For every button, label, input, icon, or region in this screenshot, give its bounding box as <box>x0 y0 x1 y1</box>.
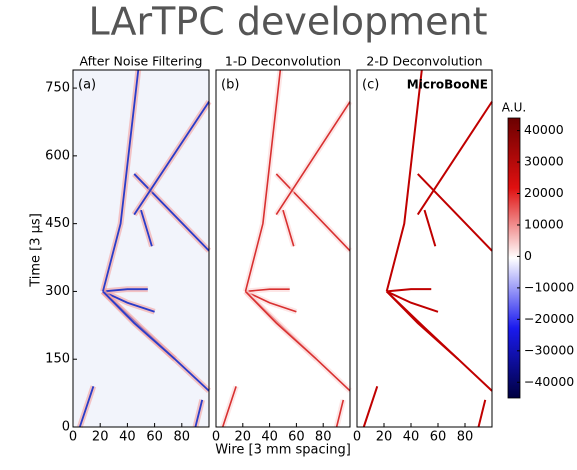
track <box>140 209 153 247</box>
panel-frame <box>72 69 210 428</box>
track <box>362 386 379 428</box>
y-tick-label: 750 <box>45 81 70 96</box>
x-tick-label: 60 <box>146 430 163 445</box>
colorbar-tick-label: −30000 <box>524 342 574 357</box>
track <box>385 290 459 360</box>
panel-title: 2-D Deconvolution <box>366 54 482 69</box>
panel-label: (a) <box>78 78 96 93</box>
track <box>386 290 439 313</box>
track <box>245 288 290 293</box>
x-tick-label: 80 <box>174 430 191 445</box>
panel-title: 1-D Deconvolution <box>225 54 341 69</box>
x-tick-label: 40 <box>119 430 136 445</box>
track <box>133 101 210 216</box>
y-tick-label: 600 <box>45 148 70 163</box>
panel-background <box>357 70 492 427</box>
track <box>102 69 140 292</box>
track <box>385 69 423 292</box>
x-axis-label: Wire [3 mm spacing] <box>215 443 351 458</box>
colorbar <box>507 117 521 399</box>
track <box>335 399 345 428</box>
track <box>477 399 487 428</box>
track <box>416 101 493 216</box>
track <box>244 69 282 292</box>
colorbar-tick-label: −20000 <box>524 311 574 326</box>
colorbar-tick-label: 40000 <box>524 122 564 137</box>
panel-frame <box>356 69 493 428</box>
x-tick-label: 60 <box>288 430 305 445</box>
panel-frame <box>215 69 351 428</box>
colorbar-tick-label: 30000 <box>524 154 564 169</box>
x-tick-label: 0 <box>353 430 361 445</box>
track <box>245 290 297 313</box>
annotation: MicroBooNE <box>407 78 488 92</box>
x-tick-label: 80 <box>457 430 474 445</box>
y-tick-label: 0 <box>62 420 70 435</box>
track <box>221 386 237 428</box>
track <box>78 386 95 428</box>
track <box>386 288 432 293</box>
track <box>244 290 318 360</box>
panel-label: (c) <box>362 78 379 93</box>
x-tick-label: 40 <box>261 430 278 445</box>
x-tick-label: 60 <box>430 430 447 445</box>
x-tick-label: 20 <box>235 430 252 445</box>
track <box>102 288 148 293</box>
x-tick-label: 20 <box>376 430 393 445</box>
y-axis-label: Time [3 μs] <box>29 213 44 288</box>
colorbar-label: A.U. <box>502 101 526 115</box>
y-tick-label: 150 <box>45 352 70 367</box>
track <box>417 173 493 252</box>
y-tick-label: 450 <box>45 216 70 231</box>
colorbar-tick-label: 0 <box>524 248 532 263</box>
track <box>194 399 204 428</box>
track <box>133 173 210 252</box>
panel-label: (b) <box>221 78 239 93</box>
track <box>102 290 155 313</box>
colorbar-tick-label: 10000 <box>524 216 564 231</box>
colorbar-tick-label: 20000 <box>524 185 564 200</box>
x-tick-label: 0 <box>69 430 77 445</box>
track <box>423 209 437 247</box>
x-tick-label: 0 <box>212 430 220 445</box>
y-tick-label: 300 <box>45 284 70 299</box>
x-tick-label: 20 <box>92 430 109 445</box>
colorbar-tick-label: −10000 <box>524 279 574 294</box>
track <box>275 173 351 252</box>
x-tick-label: 40 <box>403 430 420 445</box>
x-tick-label: 80 <box>315 430 332 445</box>
track <box>275 101 351 216</box>
slide-title: LArTPC development <box>88 0 487 44</box>
panel-title: After Noise Filtering <box>80 54 203 69</box>
colorbar-tick-label: −40000 <box>524 374 574 389</box>
track <box>102 290 176 360</box>
track <box>282 209 295 247</box>
